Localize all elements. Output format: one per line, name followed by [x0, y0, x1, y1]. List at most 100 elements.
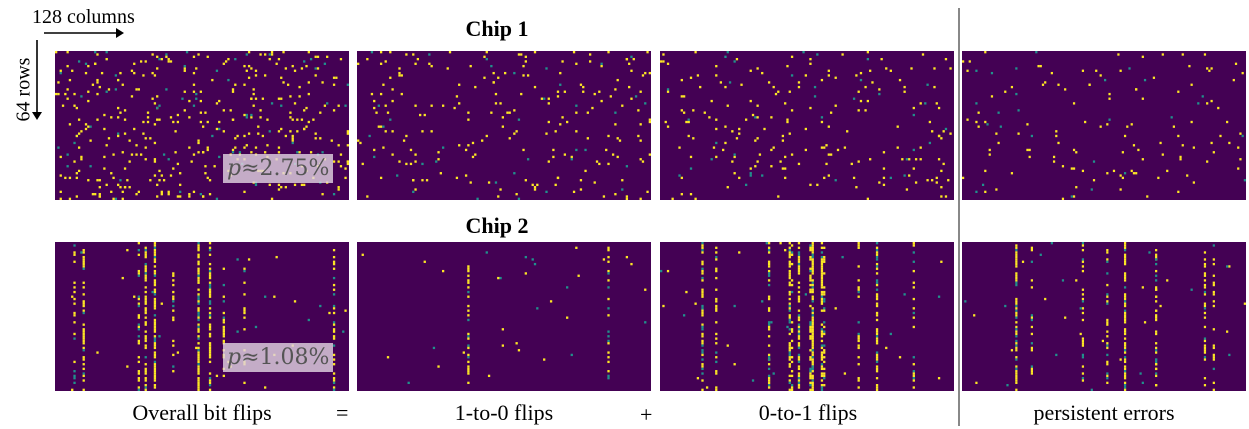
- flip-cell: [901, 158, 904, 161]
- flip-cell: [637, 134, 640, 138]
- flip-cell: [467, 365, 470, 368]
- flip-cell: [231, 90, 235, 93]
- flip-cell: [332, 109, 336, 112]
- flip-cell: [467, 360, 470, 364]
- flip-cell: [790, 153, 794, 156]
- flip-cell: [123, 118, 127, 121]
- flip-cell: [153, 244, 157, 247]
- flip-cell: [607, 286, 610, 289]
- flip-cell: [701, 307, 704, 310]
- flip-cell: [222, 325, 225, 329]
- flip-cell: [1015, 377, 1018, 380]
- flip-cell: [137, 297, 140, 301]
- flip-cell: [153, 293, 157, 296]
- flip-cell: [57, 81, 60, 84]
- flip-cell: [167, 193, 170, 196]
- flip-cell: [82, 339, 85, 343]
- flip-cell: [197, 255, 200, 259]
- flip-cell: [797, 318, 801, 322]
- flip-cell: [243, 328, 246, 331]
- flip-cell: [87, 125, 90, 128]
- flip-cell: [344, 167, 347, 170]
- flip-cell: [1210, 67, 1213, 70]
- flip-cell: [474, 153, 477, 156]
- flip-cell: [1123, 253, 1127, 256]
- flip-cell: [208, 295, 212, 298]
- flip-cell: [1212, 290, 1215, 294]
- flip-cell: [701, 272, 704, 275]
- flip-cell: [614, 111, 617, 114]
- flip-cell: [784, 176, 787, 180]
- flip-cell: [1203, 274, 1207, 277]
- flip-cell: [423, 260, 426, 263]
- flip-cell: [1015, 332, 1018, 336]
- flip-cell: [197, 358, 200, 361]
- flip-cell: [1015, 281, 1018, 284]
- flip-cell: [384, 104, 387, 107]
- flip-cell: [158, 57, 161, 61]
- flip-cell: [788, 262, 791, 266]
- flip-cell: [64, 176, 67, 180]
- flip-cell: [208, 262, 212, 266]
- flip-cell: [784, 248, 787, 252]
- flip-cell: [1123, 309, 1127, 312]
- flip-cell: [314, 67, 317, 70]
- flip-cell: [797, 295, 801, 298]
- flip-cell: [820, 260, 824, 263]
- flip-cell: [208, 377, 212, 380]
- flip-cell: [1015, 297, 1018, 301]
- flip-cell: [165, 88, 168, 91]
- flip-cell: [625, 165, 629, 168]
- flip-cell: [1099, 74, 1102, 77]
- flip-cell: [664, 120, 667, 124]
- flip-cell: [492, 71, 495, 75]
- flip-cell: [520, 92, 523, 96]
- flip-cell: [579, 179, 583, 182]
- flip-cell: [195, 346, 198, 350]
- flip-cell: [156, 67, 159, 70]
- flip-cell: [966, 69, 969, 72]
- flip-cell: [144, 279, 147, 282]
- flip-cell: [243, 281, 246, 284]
- flip-cell: [1123, 248, 1127, 252]
- flip-cell: [875, 297, 879, 301]
- flip-cell: [1212, 283, 1215, 287]
- flip-cell: [767, 374, 771, 378]
- flip-cell: [139, 60, 143, 63]
- flip-cell: [701, 342, 704, 345]
- flip-cell: [446, 67, 449, 70]
- flip-cell: [1055, 353, 1058, 357]
- flip-cell: [823, 309, 826, 312]
- flip-cell: [790, 370, 794, 373]
- flip-cell: [875, 337, 879, 340]
- flip-cell: [151, 290, 154, 294]
- flip-cell: [834, 307, 837, 310]
- flip-cell: [756, 104, 759, 107]
- flip-cell: [402, 139, 406, 142]
- flip-cell: [296, 118, 299, 121]
- flip-cell: [133, 71, 136, 75]
- flip-cell: [788, 265, 791, 268]
- flip-cell: [1243, 179, 1246, 182]
- flip-cell: [332, 193, 336, 196]
- flip-cell: [332, 293, 336, 296]
- flip-cell: [912, 286, 915, 289]
- flip-cell: [621, 179, 624, 182]
- flip-cell: [144, 146, 147, 149]
- flip-cell: [153, 386, 157, 389]
- flip-cell: [84, 62, 88, 65]
- flip-cell: [607, 335, 610, 338]
- flip-cell: [767, 242, 771, 245]
- flip-cell: [1055, 130, 1058, 133]
- flip-cell: [137, 335, 140, 338]
- flip-cell: [405, 53, 408, 56]
- flip-cell: [1081, 69, 1085, 72]
- flip-cell: [247, 64, 251, 68]
- flip-cell: [153, 384, 157, 387]
- flip-cell: [128, 160, 131, 163]
- flip-cell: [811, 377, 814, 380]
- flip-cell: [607, 51, 610, 54]
- flip-cell: [662, 304, 665, 308]
- bit-flip-map: [55, 51, 349, 200]
- flip-cell: [719, 81, 723, 84]
